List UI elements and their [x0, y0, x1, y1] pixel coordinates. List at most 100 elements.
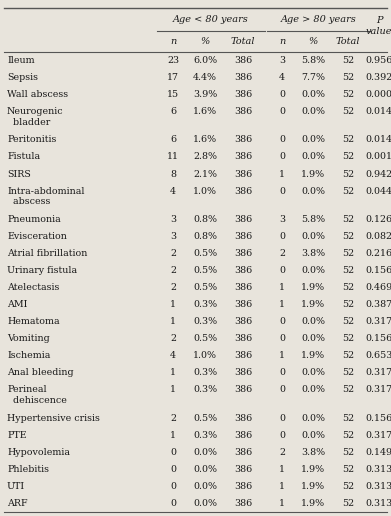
Text: 0.313: 0.313 [365, 499, 391, 508]
Text: P
value: P value [366, 16, 391, 36]
Text: ARF: ARF [7, 499, 28, 508]
Text: 0.317: 0.317 [366, 368, 391, 377]
Text: 4.4%: 4.4% [193, 73, 217, 82]
Text: 52: 52 [342, 90, 354, 99]
Text: 386: 386 [234, 107, 252, 116]
Text: 0.0%: 0.0% [193, 482, 217, 491]
Text: SIRS: SIRS [7, 170, 31, 179]
Text: 1: 1 [279, 351, 285, 360]
Text: 52: 52 [342, 351, 354, 360]
Text: 0.014: 0.014 [366, 107, 391, 116]
Text: 11: 11 [167, 152, 179, 162]
Text: 2: 2 [279, 249, 285, 258]
Text: 2: 2 [170, 249, 176, 258]
Text: 386: 386 [234, 73, 252, 82]
Text: 386: 386 [234, 448, 252, 457]
Text: 1: 1 [279, 170, 285, 179]
Text: 386: 386 [234, 465, 252, 474]
Text: 0.3%: 0.3% [193, 368, 217, 377]
Text: 0.5%: 0.5% [193, 249, 217, 258]
Text: 0: 0 [170, 448, 176, 457]
Text: 386: 386 [234, 482, 252, 491]
Text: 52: 52 [342, 482, 354, 491]
Text: 0: 0 [279, 385, 285, 394]
Text: 0.3%: 0.3% [193, 317, 217, 326]
Text: 3: 3 [279, 56, 285, 65]
Text: Total: Total [336, 38, 360, 46]
Text: 3: 3 [170, 232, 176, 241]
Text: 386: 386 [234, 266, 252, 275]
Text: n: n [170, 38, 176, 46]
Text: 52: 52 [342, 414, 354, 423]
Text: 1.9%: 1.9% [301, 283, 325, 292]
Text: 386: 386 [234, 385, 252, 394]
Text: Pneumonia: Pneumonia [7, 215, 61, 224]
Text: bladder: bladder [7, 118, 50, 127]
Text: 0: 0 [170, 482, 176, 491]
Text: 0.126: 0.126 [366, 215, 391, 224]
Text: 0.014: 0.014 [366, 135, 391, 144]
Text: 0.0%: 0.0% [193, 465, 217, 474]
Text: 4: 4 [279, 73, 285, 82]
Text: 0.0%: 0.0% [193, 499, 217, 508]
Text: 386: 386 [234, 431, 252, 440]
Text: 52: 52 [342, 73, 354, 82]
Text: Vomiting: Vomiting [7, 334, 50, 343]
Text: 0.149: 0.149 [366, 448, 391, 457]
Text: 386: 386 [234, 249, 252, 258]
Text: 0.3%: 0.3% [193, 300, 217, 309]
Text: 0: 0 [279, 414, 285, 423]
Text: Hypovolemia: Hypovolemia [7, 448, 70, 457]
Text: 52: 52 [342, 300, 354, 309]
Text: 0.0%: 0.0% [301, 266, 325, 275]
Text: 386: 386 [234, 135, 252, 144]
Text: 52: 52 [342, 431, 354, 440]
Text: 0.156: 0.156 [365, 266, 391, 275]
Text: 0.317: 0.317 [366, 431, 391, 440]
Text: 0.653: 0.653 [365, 351, 391, 360]
Text: 1: 1 [279, 283, 285, 292]
Text: Hematoma: Hematoma [7, 317, 59, 326]
Text: 0.216: 0.216 [366, 249, 391, 258]
Text: Ileum: Ileum [7, 56, 35, 65]
Text: 0.0%: 0.0% [301, 368, 325, 377]
Text: 386: 386 [234, 186, 252, 196]
Text: abscess: abscess [7, 197, 50, 206]
Text: 52: 52 [342, 385, 354, 394]
Text: 52: 52 [342, 266, 354, 275]
Text: 386: 386 [234, 232, 252, 241]
Text: 6: 6 [170, 135, 176, 144]
Text: 2.8%: 2.8% [193, 152, 217, 162]
Text: 0: 0 [279, 152, 285, 162]
Text: Age > 80 years: Age > 80 years [281, 15, 356, 24]
Text: Urinary fistula: Urinary fistula [7, 266, 77, 275]
Text: Wall abscess: Wall abscess [7, 90, 68, 99]
Text: Anal bleeding: Anal bleeding [7, 368, 74, 377]
Text: 52: 52 [342, 107, 354, 116]
Text: n: n [279, 38, 285, 46]
Text: 4: 4 [170, 186, 176, 196]
Text: 52: 52 [342, 56, 354, 65]
Text: 0.8%: 0.8% [193, 215, 217, 224]
Text: 15: 15 [167, 90, 179, 99]
Text: 0.000: 0.000 [366, 90, 391, 99]
Text: 1: 1 [170, 300, 176, 309]
Text: 1.6%: 1.6% [193, 107, 217, 116]
Text: 0: 0 [279, 186, 285, 196]
Text: 386: 386 [234, 317, 252, 326]
Text: 0.942: 0.942 [366, 170, 391, 179]
Text: 52: 52 [342, 448, 354, 457]
Text: 3: 3 [279, 215, 285, 224]
Text: 52: 52 [342, 186, 354, 196]
Text: 0.0%: 0.0% [301, 135, 325, 144]
Text: 1: 1 [170, 317, 176, 326]
Text: Atelectasis: Atelectasis [7, 283, 59, 292]
Text: 0.956: 0.956 [365, 56, 391, 65]
Text: 2: 2 [170, 283, 176, 292]
Text: PTE: PTE [7, 431, 27, 440]
Text: 386: 386 [234, 300, 252, 309]
Text: Evisceration: Evisceration [7, 232, 67, 241]
Text: 52: 52 [342, 368, 354, 377]
Text: 0.5%: 0.5% [193, 414, 217, 423]
Text: 1.9%: 1.9% [301, 465, 325, 474]
